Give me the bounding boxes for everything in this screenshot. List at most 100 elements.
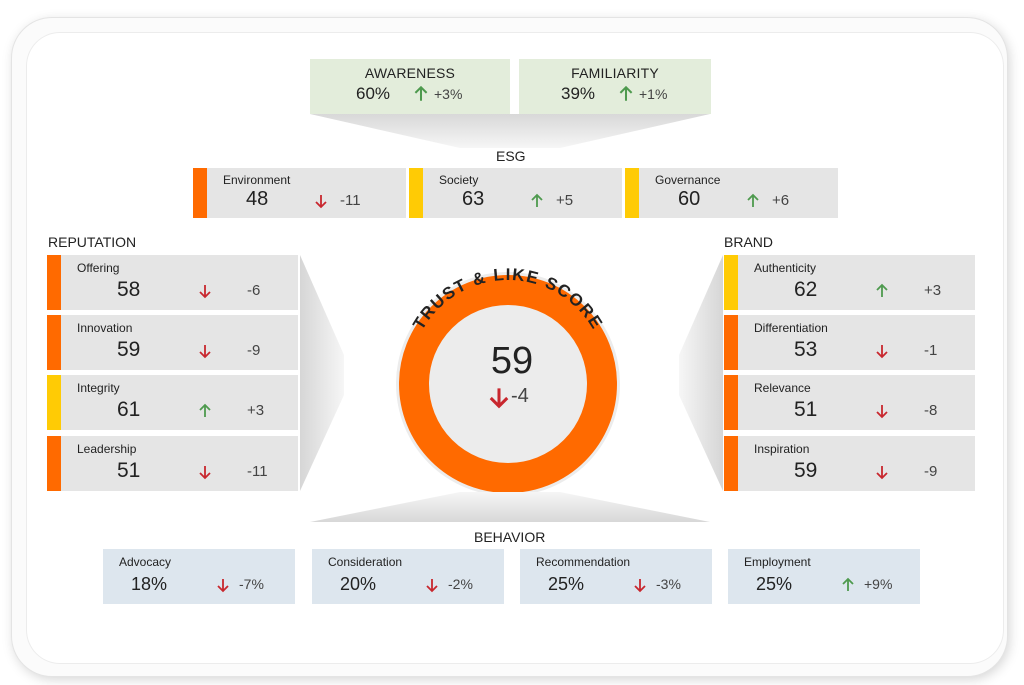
arrow-up-icon	[747, 193, 759, 207]
arrow-up-icon	[199, 403, 211, 417]
card-label: Leadership	[77, 442, 137, 456]
card-label: Consideration	[328, 555, 403, 569]
card-label: Environment	[223, 173, 291, 187]
behavior-card-advocacy: Advocacy 18% -7%	[103, 549, 295, 604]
card-value: 62	[794, 278, 818, 301]
behavior-card-recommendation: Recommendation 25% -3%	[520, 549, 712, 604]
card-label: Employment	[744, 555, 811, 569]
status-bar	[724, 255, 738, 310]
arrow-down-icon	[199, 345, 211, 359]
arrow-down-icon	[315, 195, 327, 209]
card-label: Inspiration	[754, 442, 810, 456]
familiarity-value: 39%	[561, 84, 596, 103]
card-delta: -2%	[448, 576, 473, 592]
arrow-down-icon	[217, 579, 229, 593]
esg-card-governance: Governance 60 +6	[625, 168, 838, 218]
card-delta: -7%	[239, 576, 264, 592]
arrow-down-icon	[199, 285, 211, 299]
card-label: Governance	[655, 173, 721, 187]
score-value: 59	[490, 340, 534, 382]
behavior-title: BEHAVIOR	[474, 529, 546, 545]
card-delta: -8	[924, 402, 938, 419]
arrow-up-icon	[531, 193, 543, 207]
status-bar	[47, 255, 61, 310]
card-value: 18%	[131, 574, 168, 594]
card-label: Innovation	[77, 321, 133, 335]
arrow-down-icon	[199, 466, 211, 480]
right-funnel	[679, 255, 723, 491]
card-value: 58	[117, 278, 141, 301]
status-bar	[724, 436, 738, 491]
score-ring	[399, 275, 617, 492]
card-delta: -3%	[656, 576, 681, 592]
arrow-up-icon	[876, 283, 888, 297]
left-funnel	[300, 255, 344, 491]
card-value: 61	[117, 398, 141, 421]
brand-card-inspiration: Inspiration 59 -9	[724, 436, 975, 491]
arrow-down-icon	[876, 345, 888, 359]
awareness-delta: +3%	[434, 86, 463, 102]
card-label: Differentiation	[754, 321, 828, 335]
card-label: Society	[439, 173, 479, 187]
brand-card-differentiation: Differentiation 53 -1	[724, 315, 975, 370]
reputation-card-leadership: Leadership 51 -11	[47, 436, 298, 491]
reputation-title: REPUTATION	[48, 234, 137, 250]
behavior-card-employment: Employment 25% +9%	[728, 549, 920, 604]
awareness-title: AWARENESS	[364, 65, 456, 81]
card-delta: -11	[340, 192, 361, 209]
card-delta: +5	[556, 192, 574, 209]
arrow-down-icon	[489, 388, 509, 409]
card-delta: +6	[772, 192, 790, 209]
card-delta: -6	[247, 282, 261, 299]
score-delta-wrap: -4	[485, 385, 545, 408]
status-bar	[724, 315, 738, 370]
arrow-down-icon	[634, 579, 646, 593]
esg-title: ESG	[496, 148, 526, 164]
card-value: 59	[794, 459, 818, 482]
status-bar	[193, 168, 207, 218]
ring-center	[430, 306, 586, 462]
familiarity-title: FAMILIARITY	[571, 65, 659, 81]
familiarity-delta: +1%	[639, 86, 668, 102]
card-value: 48	[246, 188, 269, 210]
arrow-down-icon	[876, 405, 888, 419]
card-label: Relevance	[754, 381, 811, 395]
card-value: 60	[678, 188, 701, 210]
arrow-up-icon	[842, 577, 854, 591]
card-value: 51	[117, 459, 141, 482]
score-delta: -4	[511, 385, 529, 407]
top-funnel	[310, 114, 710, 148]
reputation-card-integrity: Integrity 61 +3	[47, 375, 298, 430]
esg-card-society: Society 63 +5	[409, 168, 622, 218]
card-delta: -1	[924, 342, 938, 359]
brand-card-relevance: Relevance 51 -8	[724, 375, 975, 430]
card-delta: +9%	[864, 576, 893, 592]
card-delta: -11	[247, 463, 268, 480]
status-bar	[409, 168, 423, 218]
trust-score-ring: TRUST & LIKE SCORE	[396, 265, 620, 492]
awareness-value: 60%	[356, 84, 391, 103]
brand-title: BRAND	[724, 234, 774, 250]
awareness-card: AWARENESS 60% +3%	[310, 59, 510, 114]
card-label: Recommendation	[536, 555, 631, 569]
reputation-card-innovation: Innovation 59 -9	[47, 315, 298, 370]
arrow-down-icon	[426, 579, 438, 593]
card-value: 59	[117, 338, 141, 361]
status-bar	[625, 168, 639, 218]
card-value: 20%	[340, 574, 377, 594]
card-delta: -9	[247, 342, 261, 359]
status-bar	[47, 375, 61, 430]
familiarity-card: FAMILIARITY 39% +1%	[519, 59, 711, 114]
card-delta: +3	[924, 282, 942, 299]
card-value: 25%	[756, 574, 793, 594]
arrow-up-icon	[619, 85, 633, 101]
card-value: 63	[462, 188, 485, 210]
card-value: 53	[794, 338, 818, 361]
card-delta: +3	[247, 402, 265, 419]
card-label: Integrity	[77, 381, 120, 395]
brand-card-authenticity: Authenticity 62 +3	[724, 255, 975, 310]
status-bar	[47, 436, 61, 491]
behavior-card-consideration: Consideration 20% -2%	[312, 549, 504, 604]
card-label: Advocacy	[119, 555, 172, 569]
esg-card-environment: Environment 48 -11	[193, 168, 406, 218]
